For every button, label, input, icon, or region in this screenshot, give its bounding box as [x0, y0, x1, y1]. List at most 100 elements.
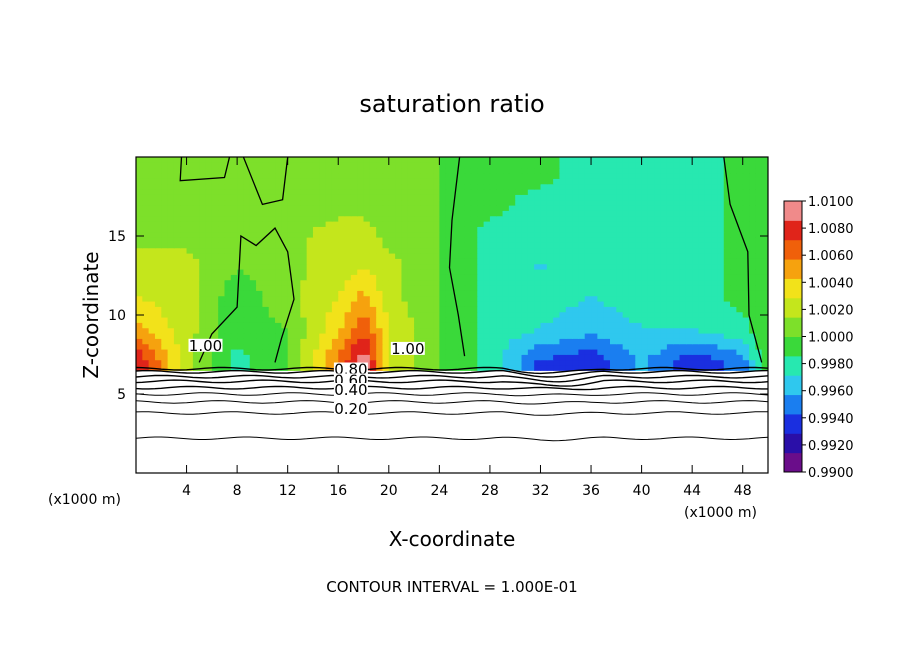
field-cell — [357, 290, 365, 297]
field-cell — [306, 157, 314, 163]
field-cell — [312, 210, 320, 217]
field-cell — [572, 215, 579, 222]
field-cell — [565, 348, 573, 355]
field-cell — [218, 348, 226, 355]
field-cell — [142, 332, 150, 339]
field-cell — [597, 162, 605, 169]
field-cell — [464, 279, 472, 286]
field-cell — [338, 332, 346, 339]
field-cell — [180, 295, 188, 302]
field-cell — [578, 204, 586, 211]
field-cell — [199, 348, 207, 355]
field-cell — [420, 162, 428, 169]
field-cell — [616, 157, 624, 163]
field-cell — [521, 236, 529, 243]
field-cell — [154, 189, 162, 195]
field-cell — [673, 316, 681, 323]
field-cell — [192, 284, 200, 291]
field-cell — [761, 183, 768, 190]
field-cell — [755, 157, 763, 163]
field-cell — [470, 279, 478, 286]
field-cell — [338, 316, 346, 323]
field-cell — [704, 167, 712, 174]
field-cell — [142, 306, 150, 313]
field-cell — [433, 167, 440, 174]
field-cell — [249, 199, 257, 206]
field-cell — [420, 279, 428, 286]
field-cell — [698, 199, 706, 206]
field-cell — [578, 167, 586, 174]
field-cell — [666, 322, 674, 329]
field-cell — [300, 295, 308, 302]
field-cell — [439, 354, 447, 361]
field-cell — [692, 226, 700, 233]
field-cell — [685, 189, 693, 195]
field-cell — [426, 215, 434, 222]
field-cell — [730, 274, 737, 281]
field-cell — [376, 322, 384, 329]
field-cell — [591, 279, 598, 286]
field-cell — [489, 183, 497, 190]
field-cell — [749, 343, 756, 350]
field-cell — [306, 263, 314, 270]
field-cell — [136, 215, 143, 222]
field-cell — [546, 322, 554, 329]
field-cell — [338, 242, 346, 249]
field-cell — [553, 322, 561, 329]
field-cell — [256, 332, 263, 339]
field-cell — [572, 226, 579, 233]
field-cell — [262, 210, 270, 217]
field-cell — [306, 274, 314, 281]
field-cell — [749, 359, 756, 366]
field-cell — [275, 242, 282, 249]
field-cell — [256, 316, 263, 323]
field-cell — [515, 311, 523, 318]
field-cell — [401, 183, 409, 190]
field-cell — [243, 343, 251, 350]
field-cell — [730, 306, 737, 313]
field-cell — [395, 359, 403, 366]
field-cell — [755, 327, 763, 334]
field-cell — [142, 173, 150, 179]
field-cell — [698, 173, 706, 179]
field-cell — [508, 268, 516, 275]
field-cell — [673, 343, 681, 350]
field-cell — [148, 231, 156, 238]
field-cell — [521, 359, 529, 366]
field-cell — [180, 322, 188, 329]
field-cell — [136, 274, 143, 281]
field-cell — [628, 338, 636, 345]
field-cell — [218, 258, 226, 265]
field-cell — [578, 242, 586, 249]
field-cell — [622, 194, 630, 201]
field-cell — [344, 204, 352, 211]
field-cell — [572, 338, 579, 345]
field-cell — [230, 242, 238, 249]
field-cell — [306, 300, 314, 307]
field-cell — [597, 157, 605, 163]
field-cell — [641, 322, 649, 329]
field-cell — [464, 300, 472, 307]
field-cell — [262, 300, 270, 307]
field-cell — [723, 354, 731, 361]
field-cell — [192, 231, 200, 238]
field-cell — [647, 162, 655, 169]
field-cell — [679, 173, 687, 179]
field-cell — [610, 242, 617, 249]
field-cell — [312, 173, 320, 179]
field-cell — [685, 327, 693, 334]
field-cell — [698, 338, 706, 345]
field-cell — [452, 258, 459, 265]
field-cell — [249, 157, 257, 163]
field-cell — [136, 263, 143, 270]
field-cell — [281, 268, 289, 275]
field-cell — [654, 242, 662, 249]
field-cell — [452, 199, 459, 206]
field-cell — [420, 189, 428, 195]
field-cell — [319, 189, 327, 195]
field-cell — [148, 338, 156, 345]
field-cell — [749, 183, 756, 190]
colorbar-swatch — [784, 336, 802, 357]
field-cell — [489, 189, 497, 195]
field-cell — [603, 210, 611, 217]
